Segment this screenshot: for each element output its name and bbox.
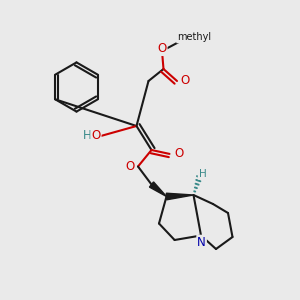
Text: O: O [158, 42, 166, 55]
Polygon shape [166, 193, 194, 200]
Text: N: N [197, 236, 206, 249]
Text: methyl: methyl [177, 32, 211, 43]
Text: O: O [175, 147, 184, 161]
Text: O: O [92, 129, 100, 142]
Text: H: H [199, 169, 206, 179]
Text: O: O [181, 74, 190, 88]
Polygon shape [149, 182, 167, 196]
Text: O: O [125, 160, 134, 173]
Text: H: H [82, 129, 91, 142]
